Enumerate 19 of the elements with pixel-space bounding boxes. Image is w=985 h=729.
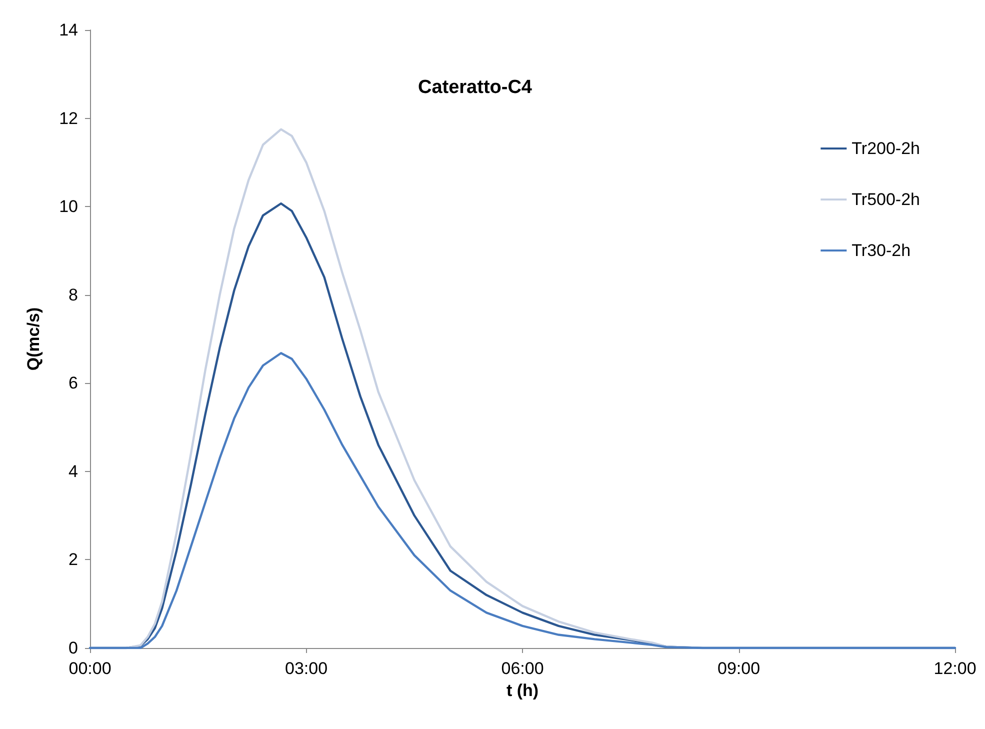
y-tick-label: 0 bbox=[68, 638, 78, 658]
legend-label: Tr30-2h bbox=[852, 241, 911, 260]
y-tick-label: 2 bbox=[68, 550, 78, 570]
y-tick-label: 6 bbox=[68, 374, 78, 393]
x-tick-label: 09:00 bbox=[717, 659, 760, 678]
y-tick-label: 14 bbox=[59, 20, 78, 40]
x-tick-label: 00:00 bbox=[68, 659, 112, 678]
text: Cateratto-C4 bbox=[418, 77, 532, 98]
y-tick-label: 10 bbox=[59, 197, 78, 216]
y-tick-label: 4 bbox=[68, 462, 78, 481]
legend-label: Tr200-2h bbox=[852, 139, 920, 158]
y-tick-label: 12 bbox=[59, 108, 78, 128]
x-tick-label: 03:00 bbox=[284, 659, 328, 678]
x-tick-label: 12:00 bbox=[934, 659, 976, 678]
legend-label: Tr500-2h bbox=[852, 190, 920, 209]
x-tick-label: 06:00 bbox=[501, 659, 544, 678]
y-tick-label: 8 bbox=[68, 285, 78, 304]
y-axis-title: Q(mc/s) bbox=[24, 307, 43, 371]
x-axis-title: t (h) bbox=[506, 680, 539, 700]
